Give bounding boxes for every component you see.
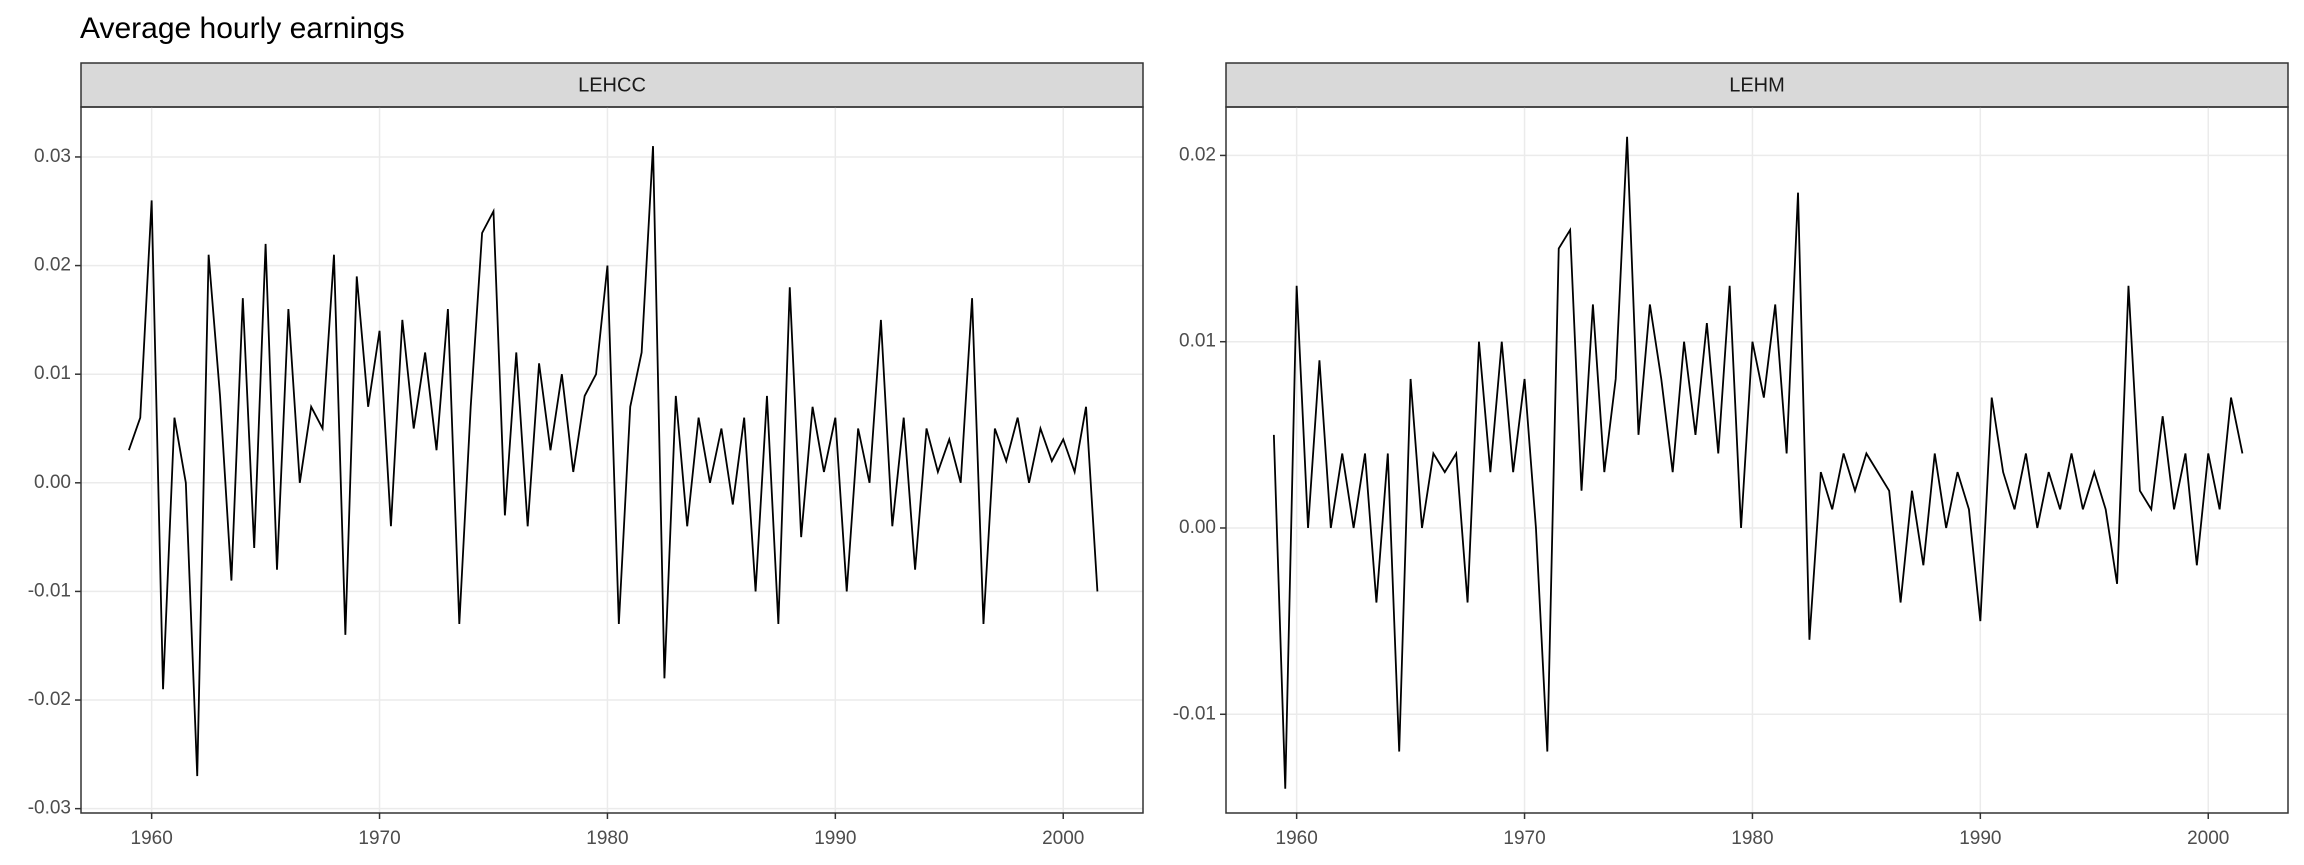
strip	[80, 62, 1144, 108]
x-tick-label: 1980	[1731, 828, 1773, 849]
x-tick-label: 2000	[1042, 828, 1084, 849]
y-tick-label: 0.03	[34, 146, 71, 167]
panel-background	[1226, 107, 2288, 813]
x-tick-label: 2000	[2187, 828, 2229, 849]
chart-title: Average hourly earnings	[80, 12, 405, 45]
y-tick-label: 0.00	[1179, 517, 1216, 538]
y-tick-label: -0.01	[1173, 703, 1216, 724]
x-tick-label: 1960	[1276, 828, 1318, 849]
panel-border	[1225, 106, 2289, 814]
panel-background	[81, 107, 1143, 813]
x-tick-label: 1990	[814, 828, 856, 849]
series-line	[1272, 136, 2244, 789]
y-tick-label: -0.01	[28, 580, 71, 601]
y-tick-label: 0.02	[34, 255, 71, 276]
strip-label: LEHCC	[578, 74, 646, 96]
y-tick-label: -0.03	[28, 798, 71, 819]
y-tick-label: 0.02	[1179, 144, 1216, 165]
y-tick-label: 0.01	[34, 363, 71, 384]
series-line	[128, 146, 1099, 777]
x-tick-label: 1990	[1959, 828, 2001, 849]
x-tick-label: 1980	[586, 828, 628, 849]
y-tick-label: 0.00	[34, 472, 71, 493]
strip	[1225, 62, 2289, 108]
x-tick-label: 1970	[358, 828, 400, 849]
y-tick-label: 0.01	[1179, 331, 1216, 352]
y-tick-label: -0.02	[28, 689, 71, 710]
x-tick-label: 1970	[1503, 828, 1545, 849]
strip-label: LEHM	[1729, 74, 1785, 96]
x-tick-label: 1960	[131, 828, 173, 849]
panel-border	[80, 106, 1144, 814]
